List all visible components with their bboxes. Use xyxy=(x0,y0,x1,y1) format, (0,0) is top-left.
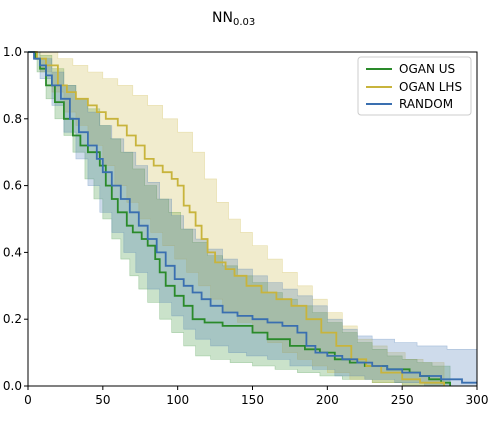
y-tick-label: 0.0 xyxy=(3,379,22,393)
y-tick-label: 0.8 xyxy=(3,112,22,126)
chart-title: NN xyxy=(212,10,233,26)
x-axis: 0 50 100 150 200 250 300 xyxy=(24,386,488,407)
x-tick-label: 150 xyxy=(241,393,264,407)
legend-label-random: RANDOM xyxy=(399,97,453,111)
x-tick-label: 250 xyxy=(391,393,414,407)
x-tick-label: 0 xyxy=(24,393,32,407)
line-ogan-us xyxy=(28,51,451,386)
y-tick-label: 0.6 xyxy=(3,179,22,193)
legend-label-ogan-lhs: OGAN LHS xyxy=(399,80,462,94)
y-axis: 0.0 0.2 0.4 0.6 0.8 1.0 xyxy=(3,45,28,393)
y-tick-label: 1.0 xyxy=(3,45,22,59)
line-random xyxy=(28,51,477,384)
y-tick-label: 0.4 xyxy=(3,245,22,259)
x-tick-label: 50 xyxy=(95,393,110,407)
x-tick-label: 300 xyxy=(466,393,489,407)
band-ogan-us xyxy=(28,51,451,387)
legend-box xyxy=(357,56,472,116)
x-tick-label: 100 xyxy=(166,393,189,407)
line-ogan-lhs xyxy=(28,51,445,386)
chart-title-subscript: 0.03 xyxy=(233,17,255,28)
x-tick-label: 200 xyxy=(316,393,339,407)
legend-label-ogan-us: OGAN US xyxy=(399,62,455,76)
y-tick-label: 0.2 xyxy=(3,312,22,326)
legend: OGAN US OGAN LHS RANDOM xyxy=(357,56,472,116)
series-lines xyxy=(28,51,477,386)
